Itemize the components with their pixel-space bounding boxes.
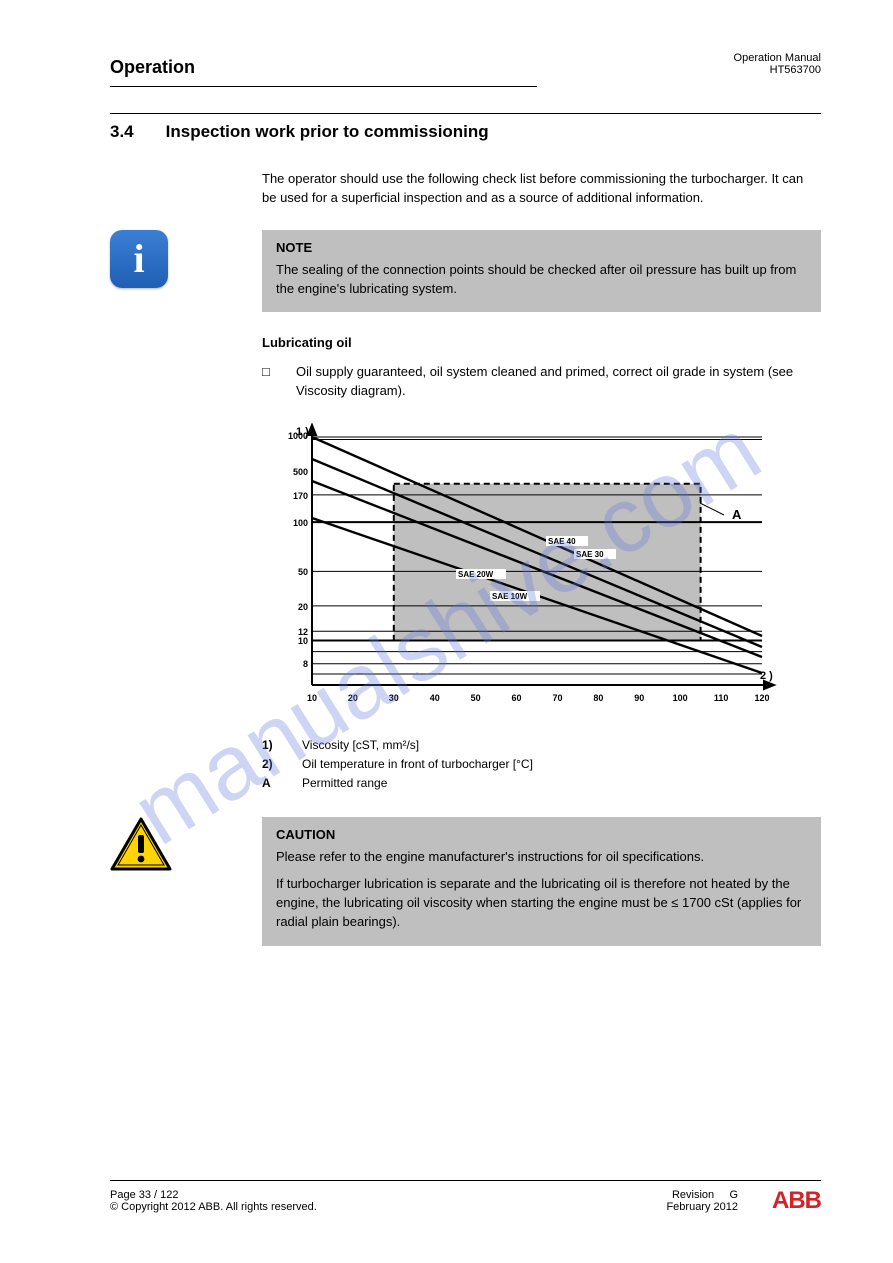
svg-text:100: 100 (673, 693, 688, 703)
footer-rule (110, 1180, 821, 1181)
svg-text:10: 10 (307, 693, 317, 703)
svg-text:20: 20 (348, 693, 358, 703)
info-note: i NOTE The sealing of the connection poi… (110, 230, 821, 313)
caution-box: CAUTION Please refer to the engine manuf… (262, 817, 821, 945)
footer-date: February 2012 (666, 1201, 738, 1213)
header-doc-number: HT563700 (734, 64, 821, 76)
legend-symbol: 1) (262, 736, 284, 755)
header-rule-full (110, 113, 821, 114)
legend-row: A Permitted range (262, 774, 821, 793)
svg-text:2 ): 2 ) (760, 670, 773, 682)
viscosity-chart: SAE 40 SAE 30 SAE 20W SAE 10W 1000 500 1… (262, 423, 821, 728)
svg-text:60: 60 (511, 693, 521, 703)
footer-rev-value: G (729, 1189, 738, 1201)
legend-symbol: A (262, 774, 284, 793)
warning-icon (110, 817, 172, 871)
note-label: NOTE (276, 240, 807, 255)
chart-legend: 1) Viscosity [cST, mm²/s] 2) Oil tempera… (262, 736, 821, 794)
info-box: NOTE The sealing of the connection point… (262, 230, 821, 313)
note-text: The sealing of the connection points sho… (276, 261, 807, 299)
info-icon: i (110, 230, 168, 288)
svg-text:100: 100 (293, 518, 308, 528)
caution-label: CAUTION (276, 827, 807, 842)
section-title: Inspection work prior to commissioning (166, 122, 489, 142)
svg-text:20: 20 (298, 602, 308, 612)
svg-text:30: 30 (389, 693, 399, 703)
svg-text:90: 90 (634, 693, 644, 703)
svg-text:8: 8 (303, 659, 308, 669)
svg-text:1 ): 1 ) (296, 426, 309, 438)
page-header: Operation Operation Manual HT563700 (110, 52, 821, 78)
header-rule-short (110, 86, 537, 87)
svg-text:80: 80 (593, 693, 603, 703)
footer-page: Page 33 / 122 (110, 1189, 317, 1201)
section-heading: 3.4 Inspection work prior to commissioni… (110, 122, 821, 142)
page-footer: Page 33 / 122 © Copyright 2012 ABB. All … (110, 1180, 821, 1215)
legend-text: Viscosity [cST, mm²/s] (302, 736, 419, 755)
footer-rev-label: Revision (672, 1189, 714, 1201)
svg-text:SAE 40: SAE 40 (548, 537, 576, 546)
legend-symbol: 2) (262, 755, 284, 774)
svg-text:110: 110 (714, 693, 729, 703)
caution-text-2: If turbocharger lubrication is separate … (276, 875, 807, 932)
lubricating-oil-block: Lubricating oil □ Oil supply guaranteed,… (262, 334, 821, 401)
svg-text:40: 40 (430, 693, 440, 703)
header-manual-label: Operation Manual (734, 52, 821, 64)
svg-text:120: 120 (754, 693, 769, 703)
info-glyph: i (133, 235, 144, 282)
svg-text:SAE 20W: SAE 20W (458, 570, 494, 579)
svg-text:SAE 10W: SAE 10W (492, 592, 528, 601)
caution-text-1: Please refer to the engine manufacturer'… (276, 848, 807, 867)
header-section: Operation (110, 57, 195, 78)
header-doc-info: Operation Manual HT563700 (734, 52, 821, 76)
svg-text:SAE 30: SAE 30 (576, 550, 604, 559)
section-number: 3.4 (110, 122, 134, 142)
intro-paragraph: The operator should use the following ch… (262, 170, 821, 208)
checklist-item: □ Oil supply guaranteed, oil system clea… (262, 363, 821, 401)
abb-logo: ABB (772, 1187, 821, 1215)
oil-heading: Lubricating oil (262, 334, 821, 353)
checklist-text: Oil supply guaranteed, oil system cleane… (296, 363, 821, 401)
legend-row: 1) Viscosity [cST, mm²/s] (262, 736, 821, 755)
caution-note: CAUTION Please refer to the engine manuf… (110, 817, 821, 945)
legend-text: Oil temperature in front of turbocharger… (302, 755, 533, 774)
legend-text: Permitted range (302, 774, 387, 793)
svg-text:50: 50 (298, 567, 308, 577)
footer-copyright: © Copyright 2012 ABB. All rights reserve… (110, 1201, 317, 1213)
svg-text:500: 500 (293, 467, 308, 477)
svg-text:A: A (732, 507, 742, 522)
legend-row: 2) Oil temperature in front of turbochar… (262, 755, 821, 774)
svg-text:170: 170 (293, 491, 308, 501)
checkbox-icon: □ (262, 363, 290, 401)
svg-text:10: 10 (298, 636, 308, 646)
chart-svg: SAE 40 SAE 30 SAE 20W SAE 10W 1000 500 1… (262, 423, 782, 723)
footer-revision: Revision G February 2012 (666, 1189, 738, 1213)
svg-text:50: 50 (471, 693, 481, 703)
svg-text:70: 70 (552, 693, 562, 703)
footer-left: Page 33 / 122 © Copyright 2012 ABB. All … (110, 1189, 317, 1213)
intro-text: The operator should use the following ch… (262, 170, 821, 208)
